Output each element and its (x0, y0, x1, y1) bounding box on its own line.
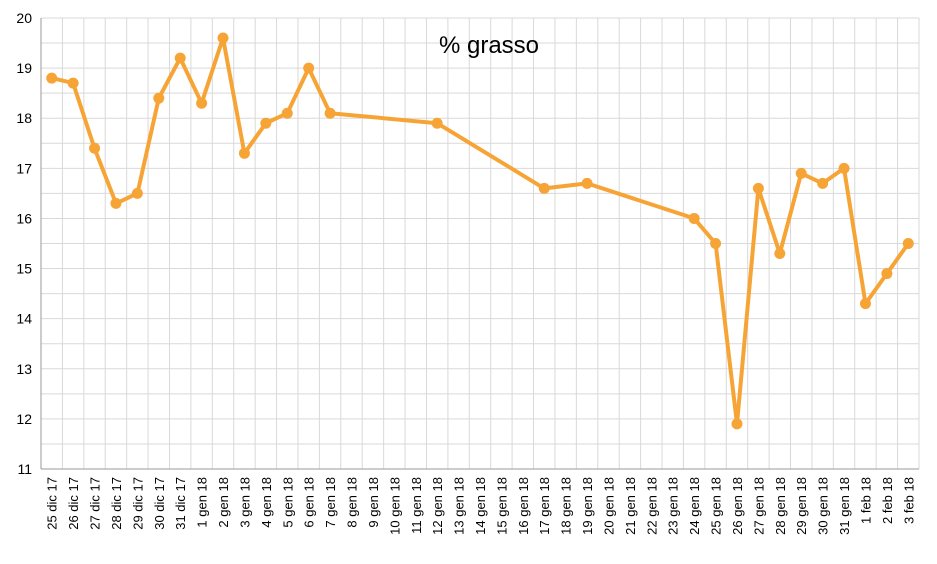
data-point (838, 162, 850, 174)
x-tick-label: 31 dic 17 (173, 477, 188, 530)
y-tick-label: 20 (16, 10, 32, 26)
data-point (174, 52, 186, 64)
data-point (774, 248, 786, 260)
data-point (795, 167, 807, 179)
data-point (581, 177, 593, 189)
data-point (153, 92, 165, 104)
data-point (110, 197, 122, 209)
x-tick-label: 22 gen 18 (644, 477, 659, 535)
x-tick-label: 24 gen 18 (687, 477, 702, 535)
x-tick-label: 29 gen 18 (794, 477, 809, 535)
data-point (324, 107, 336, 119)
y-tick-label: 13 (16, 361, 32, 377)
x-tick-label: 8 gen 18 (345, 477, 360, 528)
data-point (281, 107, 293, 119)
x-tick-label: 29 dic 17 (130, 477, 145, 530)
x-tick-label: 13 gen 18 (452, 477, 467, 535)
data-point (731, 418, 743, 430)
chart-title: % grasso (439, 32, 539, 59)
x-tick-label: 14 gen 18 (473, 477, 488, 535)
y-tick-label: 12 (16, 411, 32, 427)
data-point (131, 187, 143, 199)
y-tick-label: 18 (16, 110, 32, 126)
x-tick-label: 6 gen 18 (302, 477, 317, 528)
x-tick-label: 15 gen 18 (494, 477, 509, 535)
data-point (303, 62, 315, 74)
axes (40, 18, 919, 470)
x-tick-label: 18 gen 18 (559, 477, 574, 535)
x-tick-label: 1 feb 18 (858, 477, 873, 524)
data-point (881, 268, 893, 280)
series-line-path (49, 36, 911, 426)
data-point (260, 117, 272, 129)
x-tick-label: 26 dic 17 (66, 477, 81, 530)
x-tick-label: 2 gen 18 (216, 477, 231, 528)
x-tick-label: 28 dic 17 (109, 477, 124, 530)
data-point (710, 238, 722, 249)
x-tick-label: 4 gen 18 (259, 477, 274, 528)
x-tick-label: 17 gen 18 (537, 477, 552, 535)
x-tick-label: 21 gen 18 (623, 477, 638, 535)
x-tick-label: 10 gen 18 (387, 477, 402, 535)
x-tick-label: 3 feb 18 (901, 477, 916, 524)
x-tick-label: 27 dic 17 (88, 477, 103, 530)
x-tick-labels: 25 dic 17 26 dic 17 27 dic 17 28 dic 17 29 d… (45, 477, 917, 535)
x-tick-label: 20 gen 18 (601, 477, 616, 535)
x-tick-label: 12 gen 18 (430, 477, 445, 535)
data-point (431, 117, 443, 129)
y-tick-labels: 11 12 13 14 15 16 17 18 19 20 (16, 10, 32, 477)
x-tick-label: 23 gen 18 (666, 477, 681, 535)
data-point (46, 72, 58, 84)
data-point (688, 212, 700, 224)
x-tick-label: 19 gen 18 (580, 477, 595, 535)
y-tick-label: 17 (16, 160, 32, 176)
data-point (67, 77, 79, 89)
x-tick-label: 25 dic 17 (45, 477, 60, 530)
x-tick-label: 1 gen 18 (195, 477, 210, 528)
x-tick-label: 11 gen 18 (409, 477, 424, 534)
x-tick-label: 9 gen 18 (366, 477, 381, 528)
data-point (752, 182, 764, 194)
y-tick-label: 11 (17, 461, 32, 477)
x-tick-label: 26 gen 18 (730, 477, 745, 535)
data-point (196, 97, 208, 109)
x-tick-label: 7 gen 18 (323, 477, 338, 528)
series-points (46, 32, 914, 430)
x-tick-label: 28 gen 18 (773, 477, 788, 535)
x-tick-label: 31 gen 18 (837, 477, 852, 535)
data-point (817, 177, 829, 189)
x-tick-label: 27 gen 18 (751, 477, 766, 535)
grid (40, 17, 920, 470)
x-tick-label: 2 feb 18 (880, 477, 895, 524)
series-line (49, 36, 911, 426)
data-point (217, 32, 229, 44)
data-point (538, 182, 550, 194)
y-tick-label: 14 (16, 311, 32, 327)
data-point (859, 298, 871, 310)
x-tick-label: 5 gen 18 (280, 477, 295, 528)
y-tick-label: 19 (16, 60, 32, 76)
x-tick-label: 25 gen 18 (709, 477, 724, 535)
x-tick-label: 3 gen 18 (237, 477, 252, 528)
x-tick-label: 30 gen 18 (816, 477, 831, 535)
x-tick-label: 30 dic 17 (152, 477, 167, 530)
y-tick-label: 16 (16, 210, 32, 226)
data-point (238, 147, 250, 159)
data-point (902, 238, 914, 249)
y-tick-label: 15 (16, 261, 32, 277)
x-tick-label: 16 gen 18 (516, 477, 531, 535)
data-point (89, 142, 101, 154)
